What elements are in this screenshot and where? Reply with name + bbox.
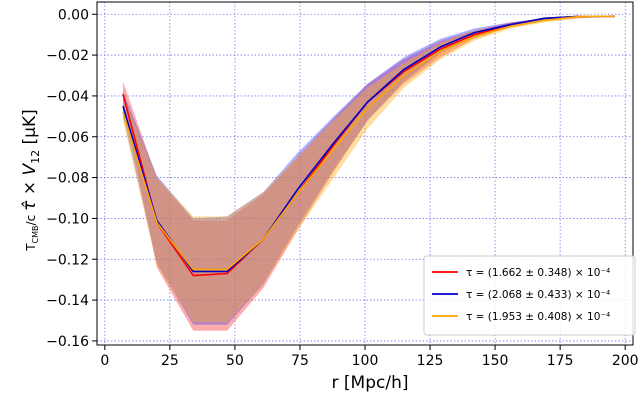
series-lines [122, 15, 615, 277]
legend-label-3: τ = (1.953 ± 0.408) × 10⁻⁴ [466, 311, 610, 323]
y-axis-label: TCMB/cτ̂ × V12 [μK] [20, 109, 42, 252]
x-tick-label: 75 [291, 353, 309, 369]
y-axis-label-frac: T [24, 243, 38, 252]
axis-ticks: 0 25 50 75 100 125 150 175 200 0.00 −0.02 −0.04 −0.0… [46, 7, 638, 369]
grid [97, 2, 633, 345]
y-tick-label: −0.08 [46, 171, 89, 187]
error-band-series-2 [123, 15, 615, 325]
x-tick-label: 0 [100, 353, 109, 369]
y-tick-label: −0.16 [46, 334, 89, 350]
x-axis-label: r [Mpc/h] [332, 373, 409, 393]
y-tick-label: −0.06 [46, 130, 89, 146]
x-tick-label: 175 [547, 353, 574, 369]
svg-text:TCMB/cτ̂ × V12 [μK]: TCMB/cτ̂ × V12 [μK] [20, 109, 42, 252]
x-tick-label: 50 [226, 353, 244, 369]
y-tick-label: −0.02 [46, 48, 89, 64]
series-line-3 [122, 15, 615, 271]
legend-label-2: τ = (2.068 ± 0.433) × 10⁻⁴ [466, 289, 610, 301]
x-tick-label: 25 [161, 353, 179, 369]
y-tick-label: −0.12 [46, 252, 89, 268]
x-tick-label: 200 [612, 353, 639, 369]
y-tick-label: −0.10 [46, 211, 89, 227]
error-bands [123, 15, 615, 331]
x-tick-label: 150 [482, 353, 509, 369]
y-tick-label: −0.14 [46, 293, 89, 309]
series-line-2 [122, 15, 615, 273]
y-tick-label: 0.00 [58, 7, 89, 23]
y-tick-label: −0.04 [46, 89, 89, 105]
error-band-series-3 [123, 15, 615, 323]
legend-box [423, 255, 636, 336]
error-band-series-1 [123, 15, 615, 331]
legend: τ = (1.662 ± 0.348) × 10⁻⁴ τ = (2.068 ± 0… [423, 255, 636, 336]
x-tick-label: 100 [352, 353, 379, 369]
legend-label-1: τ = (1.662 ± 0.348) × 10⁻⁴ [466, 267, 610, 279]
x-tick-label: 125 [417, 353, 444, 369]
